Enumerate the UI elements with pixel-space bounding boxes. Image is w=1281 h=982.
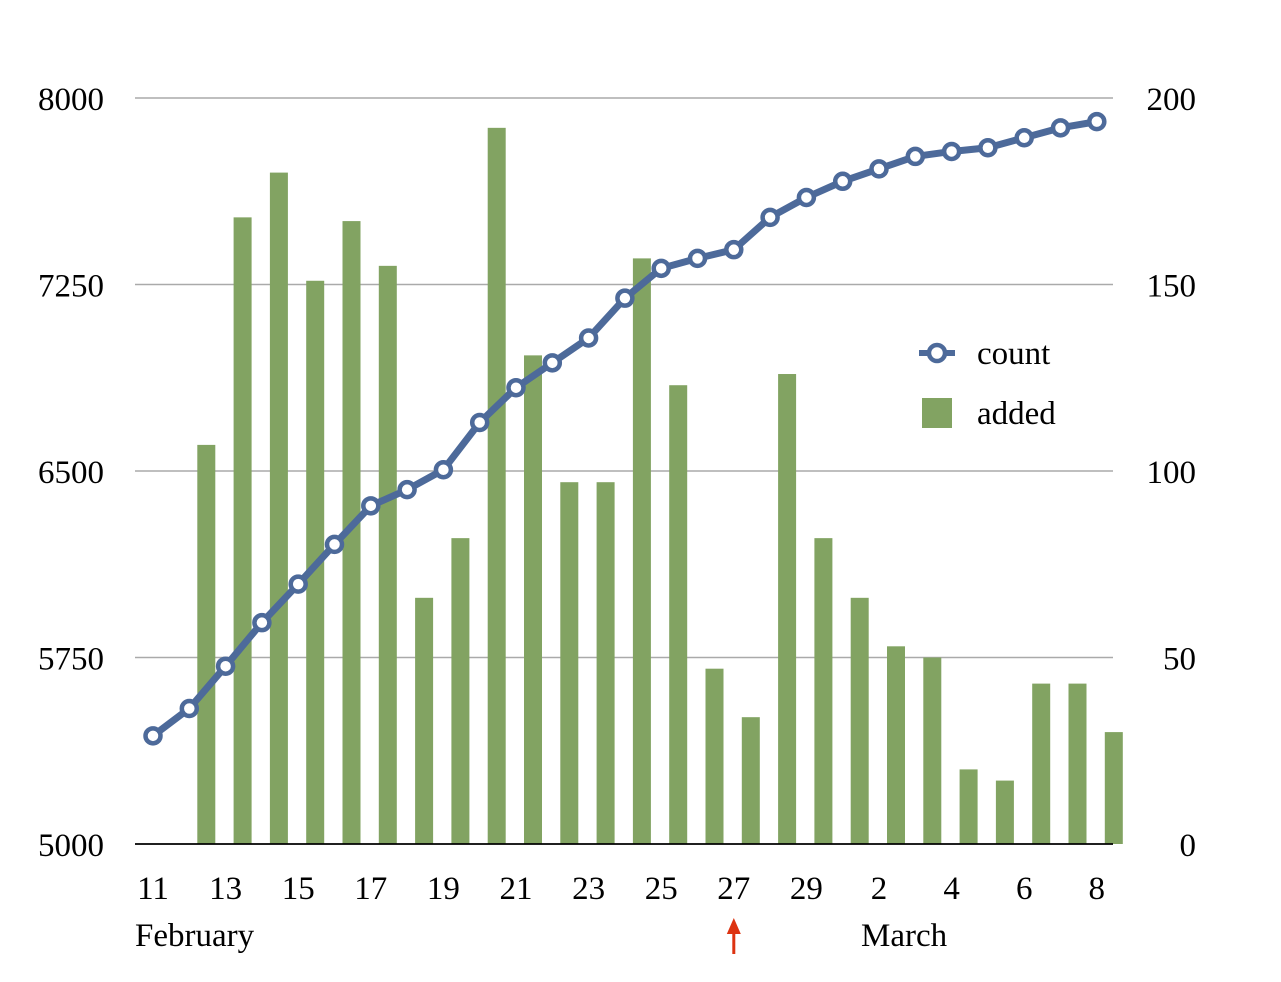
added-bar: [705, 668, 724, 844]
y-left-tick-label: 7250: [38, 269, 104, 305]
x-tick-label: 6: [1016, 871, 1033, 907]
count-line: [143, 111, 1107, 746]
count-point: [651, 258, 671, 279]
x-tick-label: 29: [790, 871, 823, 907]
x-tick-label: 11: [137, 871, 169, 907]
added-bar: [741, 717, 760, 844]
added-bar: [778, 374, 797, 844]
count-point: [1050, 118, 1071, 138]
added-bar: [1068, 683, 1087, 844]
count-point: [143, 726, 163, 746]
y-left-tick-label: 5000: [38, 828, 104, 864]
count-point: [941, 141, 962, 162]
y-left-tick-label: 5750: [38, 642, 104, 678]
added-bar: [1104, 732, 1123, 844]
added-bar: [524, 355, 542, 844]
count-point: [542, 353, 563, 373]
month-label: March: [861, 918, 948, 954]
added-bar: [378, 265, 397, 845]
up-arrow-head: [726, 918, 741, 934]
count-point: [869, 159, 889, 179]
y-right-tick-label: 0: [1180, 828, 1197, 864]
count-point: [578, 328, 599, 348]
added-bar: [487, 127, 506, 845]
added-bar: [959, 769, 978, 844]
count-point: [1014, 128, 1034, 148]
x-tick-label: 19: [427, 871, 460, 907]
y-left-tick-label: 6500: [38, 455, 104, 491]
y-right-tick-label: 200: [1147, 82, 1197, 118]
count-point: [324, 534, 345, 555]
x-tick-label: 4: [943, 871, 960, 907]
added-bar: [233, 217, 252, 845]
y-left-tick-label: 8000: [38, 82, 104, 118]
x-tick-label: 17: [354, 871, 387, 907]
added-bar: [995, 780, 1014, 844]
added-bar: [560, 482, 579, 844]
added-bars: [197, 127, 1123, 845]
count-point: [1087, 111, 1107, 132]
added-bar: [415, 597, 434, 844]
x-tick-label: 8: [1089, 871, 1106, 907]
count-point: [905, 146, 926, 167]
tick-labels: 8000 7250 6500 5750 5000 200 150 100 50 0 11 13 15 17…: [38, 82, 1196, 954]
legend-label-added: added: [977, 396, 1056, 432]
legend-added-swatch: [922, 398, 952, 428]
month-label: February: [135, 918, 255, 954]
legend-count-marker: [926, 342, 948, 364]
count-point: [469, 412, 490, 433]
x-tick-label: 27: [717, 871, 750, 907]
count-point: [506, 377, 526, 398]
count-point: [433, 460, 454, 480]
x-tick-label: 21: [500, 871, 533, 907]
x-tick-label: 13: [209, 871, 242, 907]
y-right-tick-label: 100: [1147, 455, 1197, 491]
added-bar: [887, 646, 905, 844]
count-point: [832, 171, 853, 192]
gridlines: [135, 97, 1113, 659]
added-bar: [669, 385, 688, 844]
count-point: [978, 137, 998, 158]
count-point: [796, 187, 817, 208]
count-point: [615, 288, 635, 308]
count-point: [361, 496, 381, 516]
x-tick-label: 2: [871, 871, 888, 907]
up-arrow-icon: [726, 918, 741, 954]
added-bar: [596, 482, 615, 844]
added-bar: [850, 597, 869, 844]
added-bar: [1032, 683, 1051, 844]
legend-label-count: count: [977, 336, 1050, 372]
x-tick-label: 25: [645, 871, 678, 907]
added-bar: [342, 221, 361, 845]
count-series-line: [149, 118, 1101, 740]
count-point: [724, 239, 744, 260]
added-bar: [269, 172, 288, 845]
added-bar: [632, 258, 651, 844]
x-tick-label: 23: [572, 871, 605, 907]
count-point: [687, 248, 708, 269]
added-bar: [923, 657, 942, 844]
y-right-tick-label: 50: [1163, 642, 1196, 678]
count-point: [760, 207, 780, 228]
x-tick-label: 15: [282, 871, 315, 907]
count-point: [252, 612, 272, 633]
count-point: [215, 656, 236, 676]
y-right-tick-label: 150: [1147, 269, 1197, 305]
added-bar: [451, 538, 470, 844]
count-point: [397, 479, 417, 500]
count-point: [288, 574, 308, 594]
count-point: [179, 698, 200, 719]
added-bar: [814, 538, 833, 844]
legend: count added: [919, 336, 1056, 432]
added-bar: [197, 444, 216, 844]
